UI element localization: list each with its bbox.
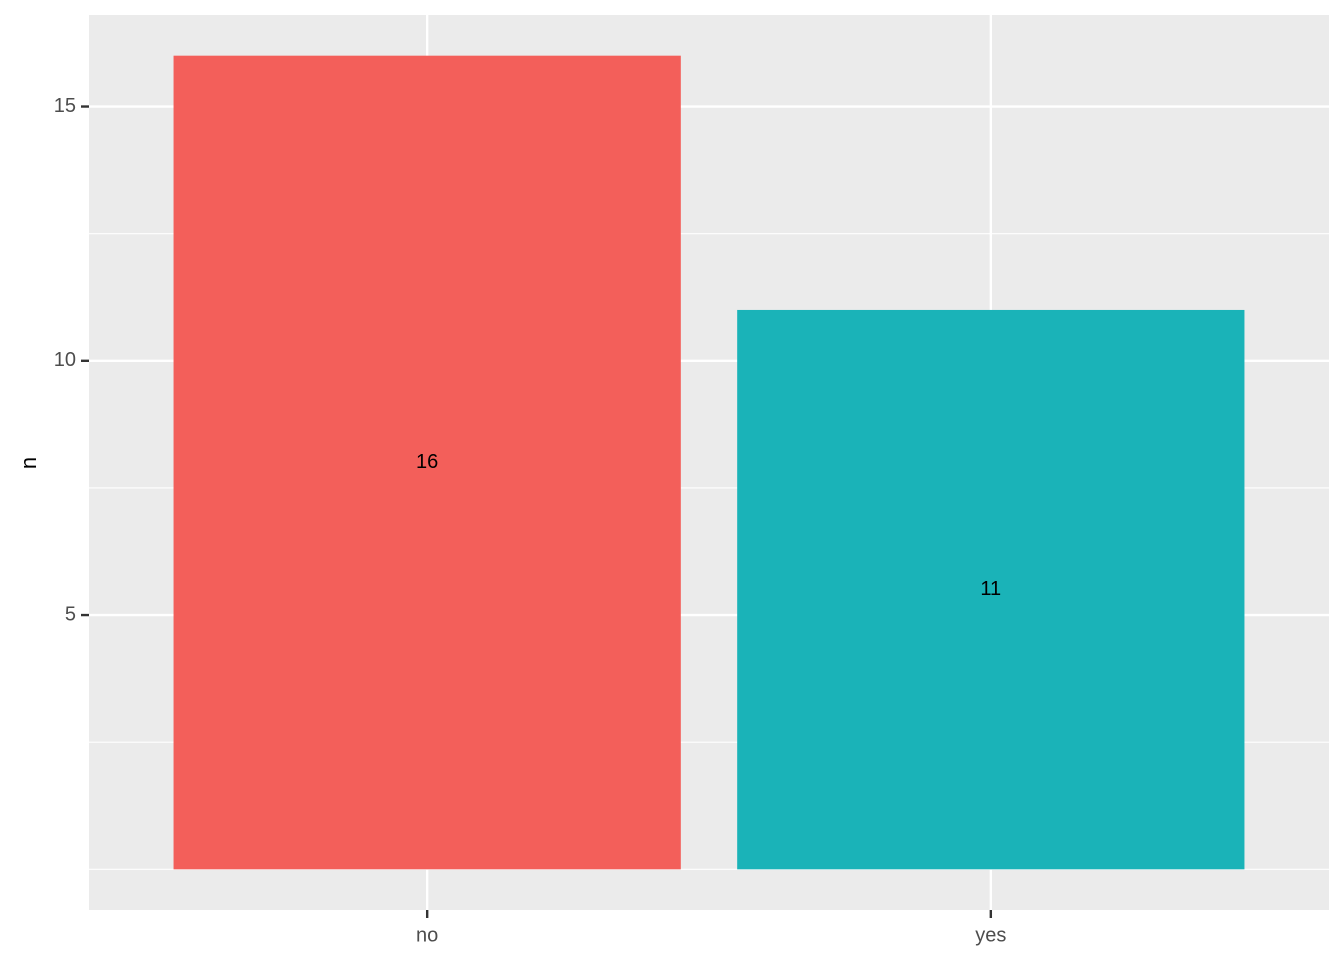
y-axis-title: n xyxy=(16,457,41,469)
y-tick-label: 5 xyxy=(65,603,76,625)
bar xyxy=(737,309,1245,870)
data-label: 11 xyxy=(980,578,1001,600)
x-tick-label: no xyxy=(416,924,438,946)
data-label: 16 xyxy=(416,451,438,473)
x-tick-label: yes xyxy=(975,924,1006,946)
y-tick-label: 10 xyxy=(54,349,76,371)
bar xyxy=(173,55,681,870)
y-tick-label: 15 xyxy=(54,95,76,117)
